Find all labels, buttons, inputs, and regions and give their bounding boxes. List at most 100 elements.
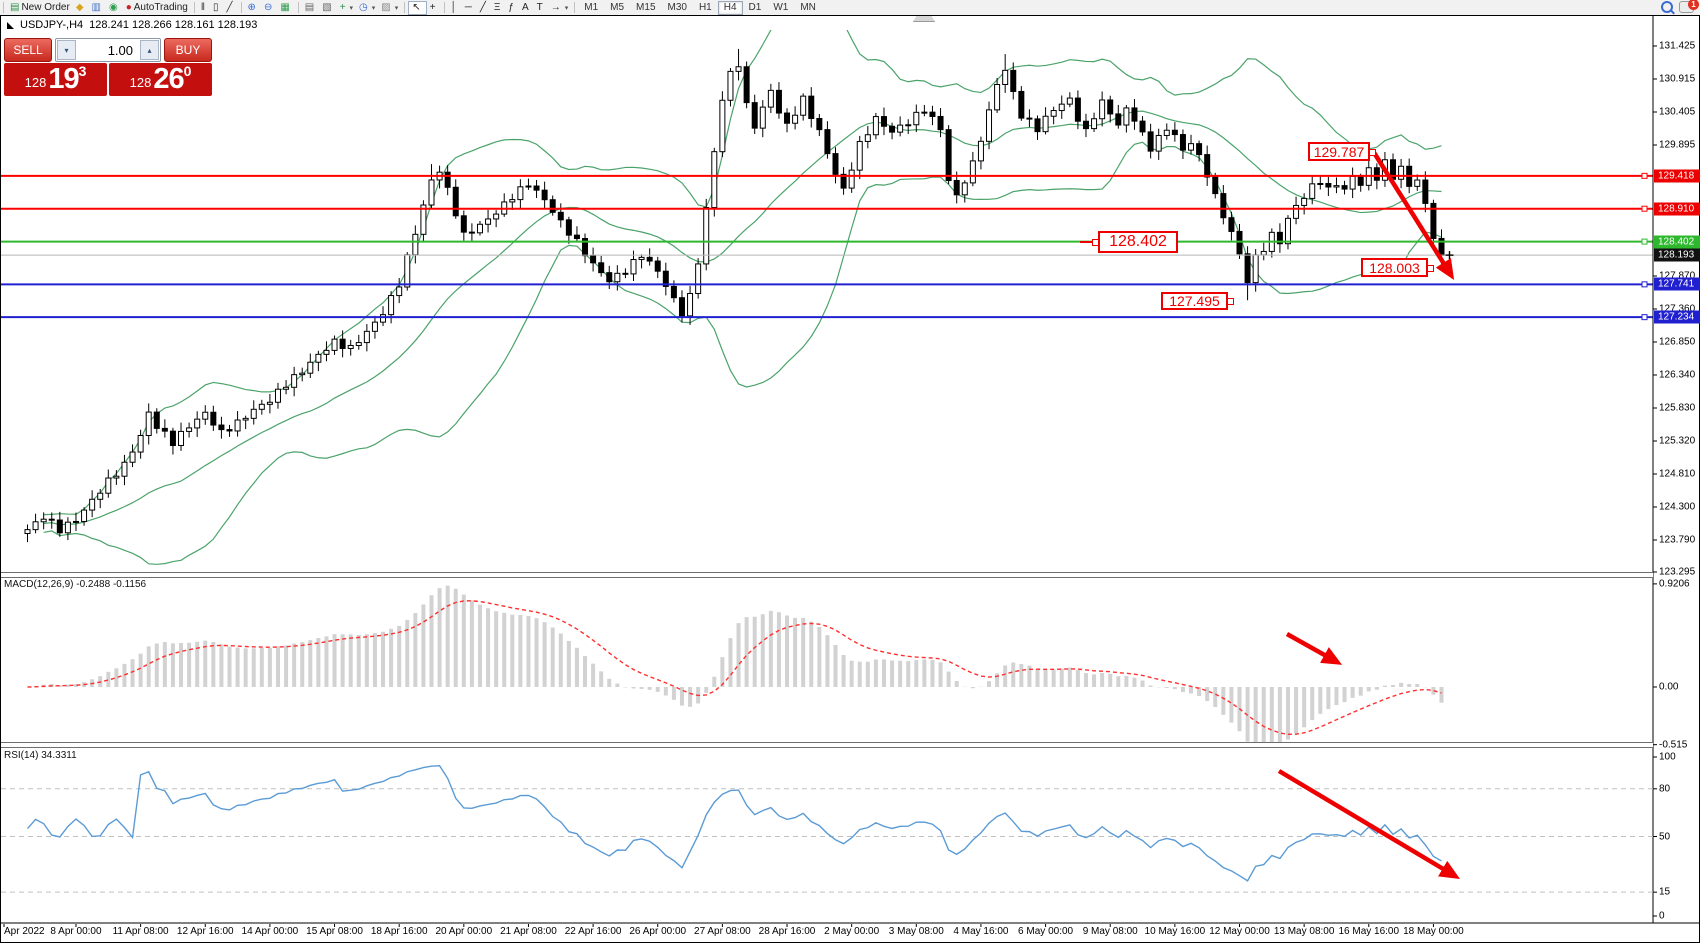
line-chart-icon[interactable]: ╱ (224, 1, 238, 14)
cursor-icon: ↖ (412, 2, 421, 13)
candlestick-chart-icon[interactable]: ▯ (210, 1, 224, 14)
new-order-icon: ▤ (10, 2, 20, 13)
chart-window-tab[interactable] (913, 16, 935, 22)
period-icon[interactable]: ◷ ▾ (356, 1, 378, 14)
equidistant-channel-icon: Ξ (493, 2, 501, 13)
fibonacci-icon: ƒ (508, 2, 514, 13)
macd-panel (27, 585, 1444, 743)
panel-splitter-rsi[interactable] (1, 742, 1653, 748)
template-icon[interactable]: ▨ ▾ (378, 1, 401, 14)
arrows-icon[interactable]: → ▾ (548, 1, 572, 14)
period-caret[interactable]: ▾ (371, 4, 376, 12)
autotrading-icon: ● (125, 2, 132, 13)
price-tick-label: 130.405 (1659, 106, 1696, 118)
arrange-windows-icon[interactable]: ▧ (319, 1, 336, 14)
timeframe-m5-button[interactable]: M5 (610, 2, 625, 13)
one-click-trade-panel: SELL ▾ 1.00 ▴ BUY 128 19 3 128 26 0 (4, 38, 212, 96)
timeframe-m30-button[interactable]: M30 (667, 2, 687, 13)
timeframe-d1-button[interactable]: D1 (748, 2, 762, 13)
add-indicator-icon[interactable]: + ▾ (337, 1, 356, 14)
bar-chart-icon[interactable]: ‖ (198, 1, 210, 14)
cascade-windows-icon[interactable]: ▤ (302, 1, 319, 14)
toolbox-icon[interactable]: ◆ (73, 1, 89, 14)
price-badge: 128.910 (1654, 202, 1700, 216)
time-axis-label: 15 Apr 08:00 (306, 926, 363, 937)
volume-increase-button[interactable]: ▴ (140, 40, 159, 60)
time-axis-label: 3 May 08:00 (888, 926, 944, 937)
cursor-icon[interactable]: ↖ (408, 0, 427, 15)
template-icon: ▨ (381, 2, 391, 13)
price-annotation-label[interactable]: 129.787 (1308, 142, 1376, 161)
price-tick-label: 126.850 (1659, 336, 1696, 348)
trend-arrow (1371, 149, 1455, 280)
arrows-icon: → (550, 2, 561, 13)
time-axis-label: 14 Apr 00:00 (241, 926, 299, 937)
bar-chart-icon: ‖ (200, 2, 205, 13)
main-chart-panel (24, 30, 1445, 565)
buy-price[interactable]: 128 26 0 (109, 63, 212, 96)
sell-button[interactable]: SELL (4, 38, 52, 62)
price-tick-label: 131.425 (1659, 40, 1696, 52)
signals-icon[interactable]: ◉ (106, 1, 123, 14)
tile-windows-icon[interactable]: ▦ (277, 1, 294, 14)
notification-badge: 1 (1688, 0, 1699, 10)
crosshair-icon[interactable]: + (427, 1, 441, 14)
volume-decrease-button[interactable]: ▾ (57, 40, 76, 60)
vertical-line-icon[interactable]: │ (448, 1, 462, 14)
chart-window: USDJPY-,H4 128.241 128.266 128.161 128.1… (0, 15, 1700, 943)
trendline-icon[interactable]: ╱ (477, 1, 491, 14)
search-icon[interactable] (1661, 1, 1673, 13)
annotation-anchor (1227, 298, 1234, 305)
add-indicator-caret[interactable]: ▾ (349, 4, 354, 12)
template-caret[interactable]: ▾ (394, 4, 399, 12)
toolbar-separator (240, 2, 242, 13)
panel-splitter-macd[interactable] (1, 572, 1653, 578)
sell-price[interactable]: 128 19 3 (4, 63, 107, 96)
horizontal-line-icon[interactable]: ─ (462, 1, 477, 14)
rsi-tick-label: 15 (1659, 886, 1671, 898)
timeframe-h4-button[interactable]: H4 (717, 0, 743, 15)
equidistant-channel-icon[interactable]: Ξ (491, 1, 506, 14)
price-annotation-label[interactable]: 127.495 (1161, 292, 1234, 310)
timeframe-m15-button[interactable]: M15 (636, 2, 656, 13)
cascade-windows-icon: ▤ (304, 2, 315, 13)
chart-publish-icon[interactable]: ▥ (89, 1, 106, 14)
rsi-tick-label: 50 (1659, 831, 1671, 842)
timeframe-w1-button[interactable]: W1 (773, 2, 789, 13)
volume-value[interactable]: 1.00 (107, 42, 133, 58)
fibonacci-icon[interactable]: ƒ (505, 1, 519, 14)
timeframe-h1-button[interactable]: H1 (698, 2, 712, 13)
new-order-button[interactable]: ▤ New Order (7, 1, 73, 14)
candlestick-chart-icon: ▯ (213, 2, 219, 13)
time-axis-label: 21 Apr 08:00 (500, 926, 557, 937)
bollinger-middle-band (43, 110, 1442, 526)
time-axis-label: 16 May 16:00 (1338, 926, 1400, 937)
price-tick-label: 125.320 (1659, 435, 1696, 447)
buy-price-prefix: 128 (129, 75, 152, 90)
price-tick-label: 123.790 (1659, 534, 1696, 546)
arrows-caret[interactable]: ▾ (564, 4, 569, 12)
time-axis-label: 13 May 08:00 (1273, 926, 1335, 937)
price-badge: 128.402 (1654, 235, 1700, 249)
trend-arrow (1277, 769, 1461, 879)
time-axis-label: 11 Apr 08:00 (112, 926, 169, 937)
zoom-out-icon[interactable]: ⊖ (261, 1, 277, 14)
text-icon: A (521, 2, 529, 13)
buy-button[interactable]: BUY (164, 38, 212, 62)
chart-canvas[interactable] (1, 16, 1700, 944)
toolbar: ▤ New Order ◆ ▥ ◉ ● AutoTrading ‖ ▯ ╱ ⊕ ⊖ ▦ ▤ ▧ + ▾ ◷ ▾ ▨ ▾ ↖… (0, 0, 1700, 16)
text-label-icon[interactable]: T (534, 1, 548, 14)
text-icon[interactable]: A (519, 1, 534, 14)
time-axis-label: 4 May 16:00 (953, 926, 1009, 937)
rsi-tick-label: 100 (1659, 751, 1676, 763)
chat-icon[interactable]: 1 (1679, 0, 1699, 13)
symbol-bar: USDJPY-,H4 128.241 128.266 128.161 128.1… (7, 19, 257, 31)
timeframe-mn-button[interactable]: MN (800, 2, 816, 13)
annotation-text: 128.402 (1109, 233, 1167, 250)
price-annotation-label[interactable]: 128.003 (1361, 258, 1434, 277)
price-annotation-label[interactable]: 128.402 (1080, 231, 1178, 253)
zoom-in-icon[interactable]: ⊕ (245, 1, 261, 14)
rsi-tick-label: 80 (1659, 783, 1671, 795)
autotrading-button[interactable]: ● AutoTrading (123, 1, 191, 14)
timeframe-m1-button[interactable]: M1 (584, 2, 599, 13)
